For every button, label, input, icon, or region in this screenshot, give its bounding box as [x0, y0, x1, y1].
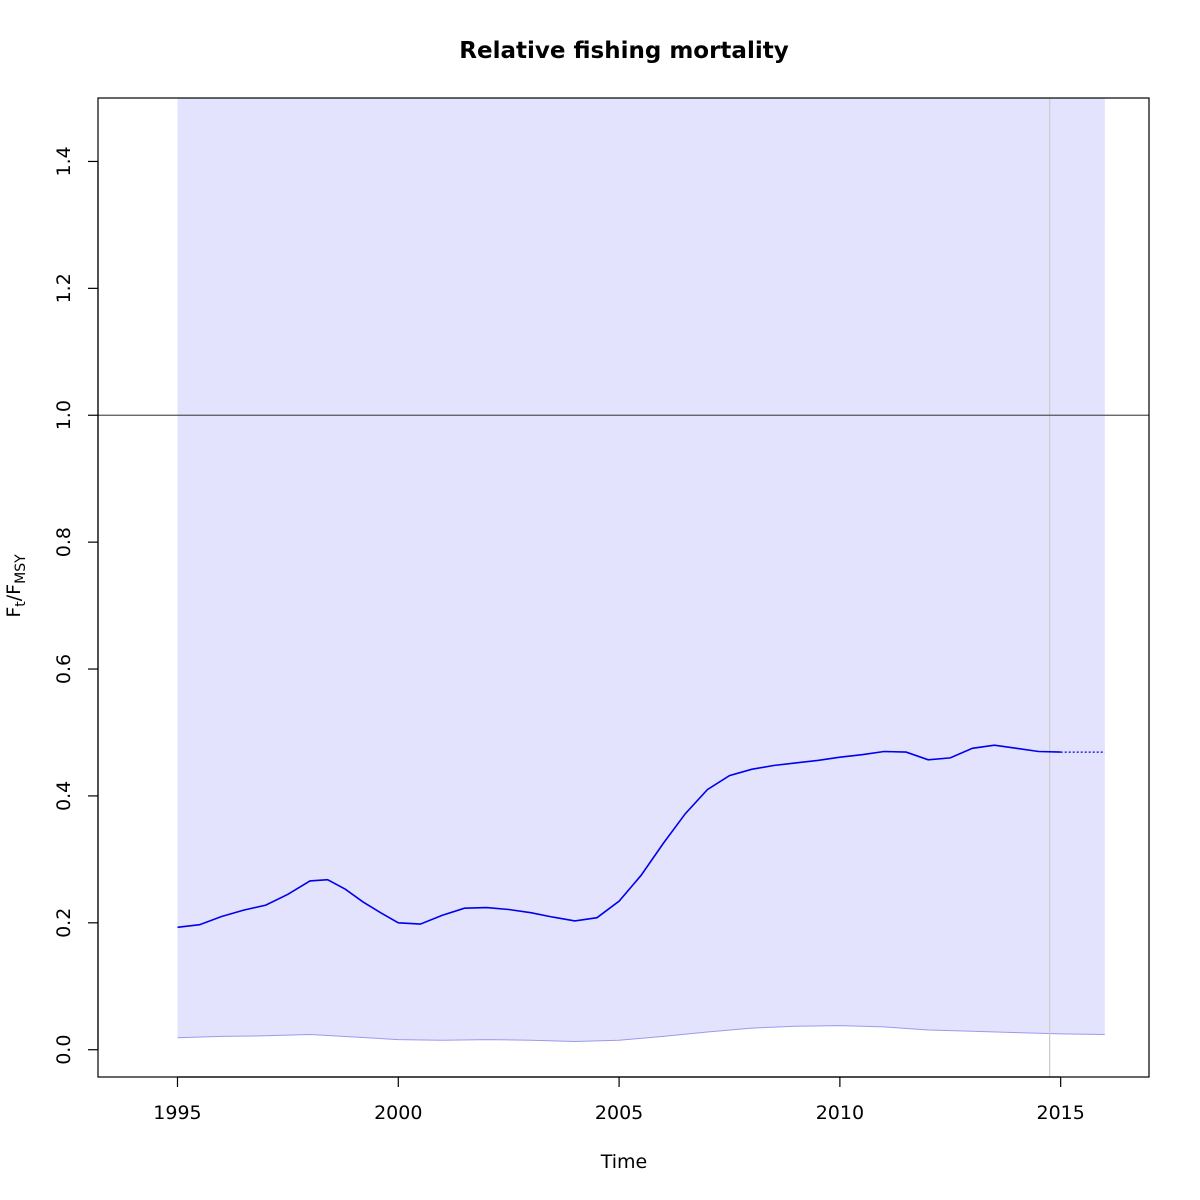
y-tick-label-0.8: 0.8	[53, 527, 75, 557]
y-tick-label-0.2: 0.2	[53, 908, 75, 938]
y-axis: 0.0 0.2 0.4 0.6 0.8 1.0 1.2 1.4	[53, 146, 99, 1065]
x-tick-label-2000: 2000	[374, 1102, 422, 1124]
y-tick-label-0.4: 0.4	[53, 781, 75, 811]
y-axis-label: Ft/FMSY	[3, 554, 29, 618]
y-axis-label-sep: /F	[3, 584, 25, 601]
y-axis-label-sub-msy: MSY	[13, 554, 29, 584]
x-axis: 1995 2000 2005 2010 2015	[153, 1076, 1085, 1124]
y-tick-label-0.0: 0.0	[53, 1035, 75, 1065]
y-tick-label-1.2: 1.2	[53, 273, 75, 303]
x-tick-label-2010: 2010	[816, 1102, 864, 1124]
x-axis-label: Time	[600, 1151, 648, 1173]
chart-title: Relative fishing mortality	[459, 38, 788, 64]
x-tick-label-2005: 2005	[595, 1102, 643, 1124]
y-tick-label-0.6: 0.6	[53, 654, 75, 684]
lower-bound-line	[177, 1025, 1105, 1043]
y-axis-label-main: F	[3, 607, 25, 618]
x-tick-label-2015: 2015	[1037, 1102, 1085, 1124]
x-tick-label-1995: 1995	[153, 1102, 201, 1124]
y-tick-label-1.4: 1.4	[53, 146, 75, 176]
y-axis-label-sub-t: t	[13, 601, 29, 607]
estimate-line	[177, 744, 1061, 929]
y-tick-label-1.0: 1.0	[53, 400, 75, 430]
plot-area	[98, 98, 1149, 1077]
confidence-band	[177, 98, 1105, 1042]
